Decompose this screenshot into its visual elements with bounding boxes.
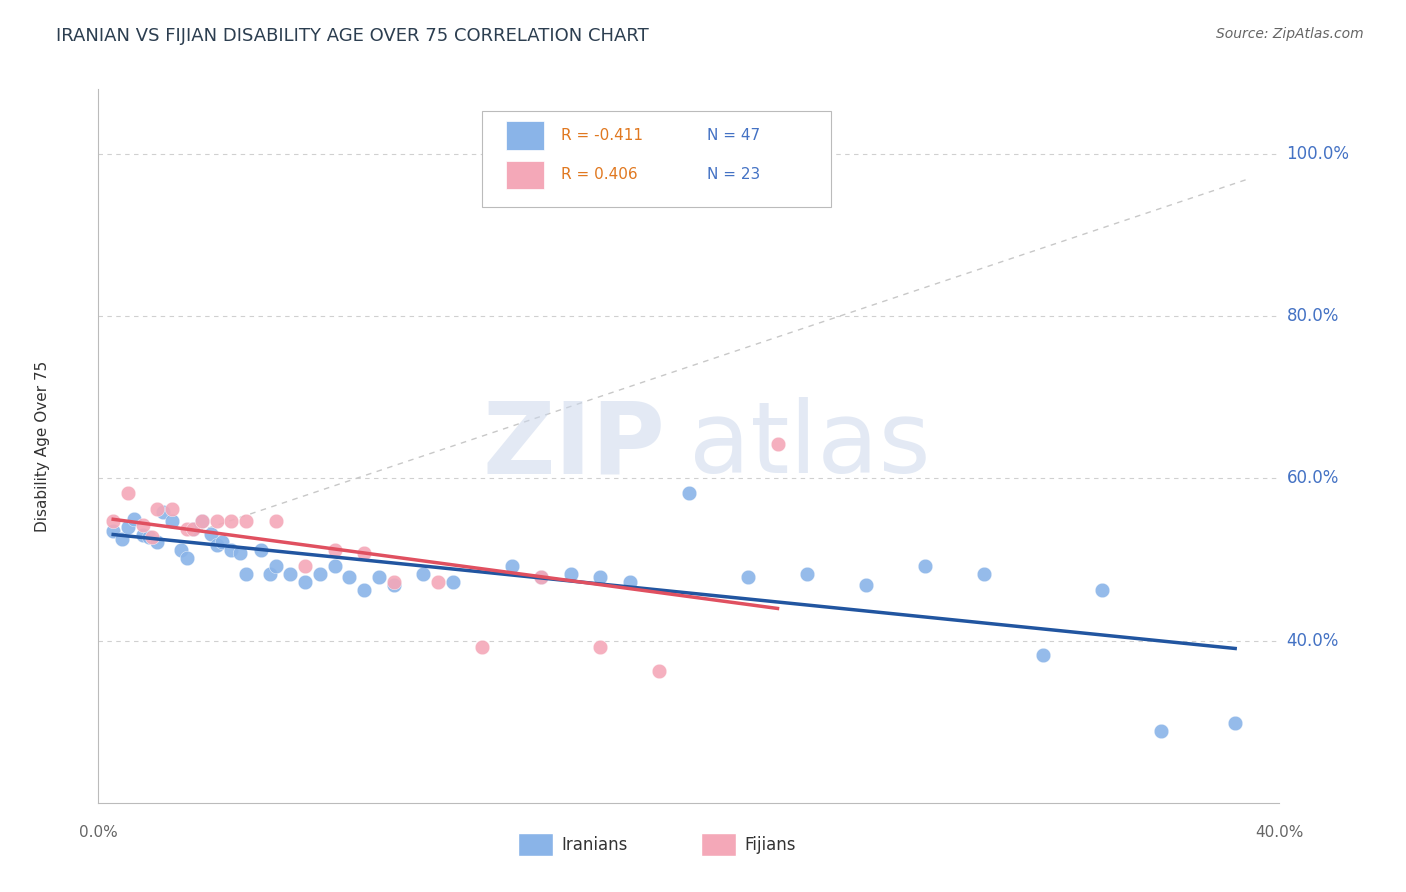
Text: ZIP: ZIP <box>482 398 665 494</box>
Text: 40.0%: 40.0% <box>1286 632 1339 649</box>
Point <box>1223 716 1246 731</box>
FancyBboxPatch shape <box>506 161 544 189</box>
Point <box>441 575 464 590</box>
Point <box>589 570 612 584</box>
Point <box>382 575 405 590</box>
FancyBboxPatch shape <box>517 833 553 856</box>
Point <box>191 514 214 528</box>
Point <box>211 534 233 549</box>
Point <box>141 530 163 544</box>
Point <box>264 514 287 528</box>
Text: 60.0%: 60.0% <box>1286 469 1339 487</box>
Point <box>181 522 204 536</box>
Text: 80.0%: 80.0% <box>1286 307 1339 326</box>
Text: 100.0%: 100.0% <box>1286 145 1350 163</box>
Point <box>259 567 281 582</box>
Point <box>264 559 287 574</box>
Point <box>1032 648 1054 663</box>
Text: Source: ZipAtlas.com: Source: ZipAtlas.com <box>1216 27 1364 41</box>
Point <box>162 502 183 516</box>
Text: 40.0%: 40.0% <box>1256 825 1303 840</box>
Point <box>132 518 155 533</box>
Point <box>530 570 553 584</box>
Point <box>219 514 242 528</box>
Text: R = 0.406: R = 0.406 <box>561 168 638 182</box>
Point <box>191 514 214 528</box>
Point <box>235 514 257 528</box>
Text: N = 23: N = 23 <box>707 168 759 182</box>
Point <box>323 559 346 574</box>
Point <box>146 534 169 549</box>
Point <box>176 550 198 565</box>
FancyBboxPatch shape <box>482 111 831 207</box>
Point <box>678 486 700 500</box>
Point <box>337 570 360 584</box>
Text: N = 47: N = 47 <box>707 128 759 143</box>
Point <box>914 559 936 574</box>
Point <box>181 522 204 536</box>
Point <box>250 542 273 557</box>
Point <box>103 524 125 538</box>
Text: Iranians: Iranians <box>561 836 627 854</box>
Point <box>353 583 375 598</box>
Point <box>117 486 139 500</box>
Point <box>162 514 183 528</box>
Point <box>471 640 494 654</box>
Point <box>138 530 160 544</box>
FancyBboxPatch shape <box>506 121 544 150</box>
Text: Disability Age Over 75: Disability Age Over 75 <box>35 360 49 532</box>
Text: Fijians: Fijians <box>744 836 796 854</box>
Point <box>368 570 391 584</box>
Point <box>382 578 405 592</box>
Point <box>560 567 582 582</box>
Point <box>353 546 375 560</box>
Point <box>132 528 155 542</box>
Point <box>235 567 257 582</box>
Point <box>796 567 818 582</box>
Point <box>170 542 193 557</box>
Point <box>229 546 252 560</box>
Point <box>200 526 222 541</box>
Text: 0.0%: 0.0% <box>79 825 118 840</box>
Point <box>294 559 316 574</box>
Point <box>103 514 125 528</box>
Point <box>648 665 671 679</box>
Text: atlas: atlas <box>689 398 931 494</box>
Point <box>122 512 145 526</box>
Point <box>973 567 995 582</box>
Point <box>323 542 346 557</box>
Point <box>111 533 134 547</box>
Point <box>855 578 877 592</box>
Point <box>737 570 759 584</box>
Point <box>501 559 523 574</box>
Point <box>427 575 450 590</box>
Text: R = -0.411: R = -0.411 <box>561 128 644 143</box>
Point <box>176 522 198 536</box>
Point <box>219 542 242 557</box>
Point <box>117 520 139 534</box>
Point <box>309 567 332 582</box>
Point <box>619 575 641 590</box>
Point <box>766 437 789 451</box>
Point <box>1150 724 1173 739</box>
Point <box>205 538 228 552</box>
Point <box>294 575 316 590</box>
FancyBboxPatch shape <box>700 833 737 856</box>
Point <box>589 640 612 654</box>
Text: IRANIAN VS FIJIAN DISABILITY AGE OVER 75 CORRELATION CHART: IRANIAN VS FIJIAN DISABILITY AGE OVER 75… <box>56 27 650 45</box>
Point <box>530 570 553 584</box>
Point <box>278 567 302 582</box>
Point <box>205 514 228 528</box>
Point <box>412 567 434 582</box>
Point <box>1091 583 1114 598</box>
Point <box>146 502 169 516</box>
Point <box>152 506 174 520</box>
